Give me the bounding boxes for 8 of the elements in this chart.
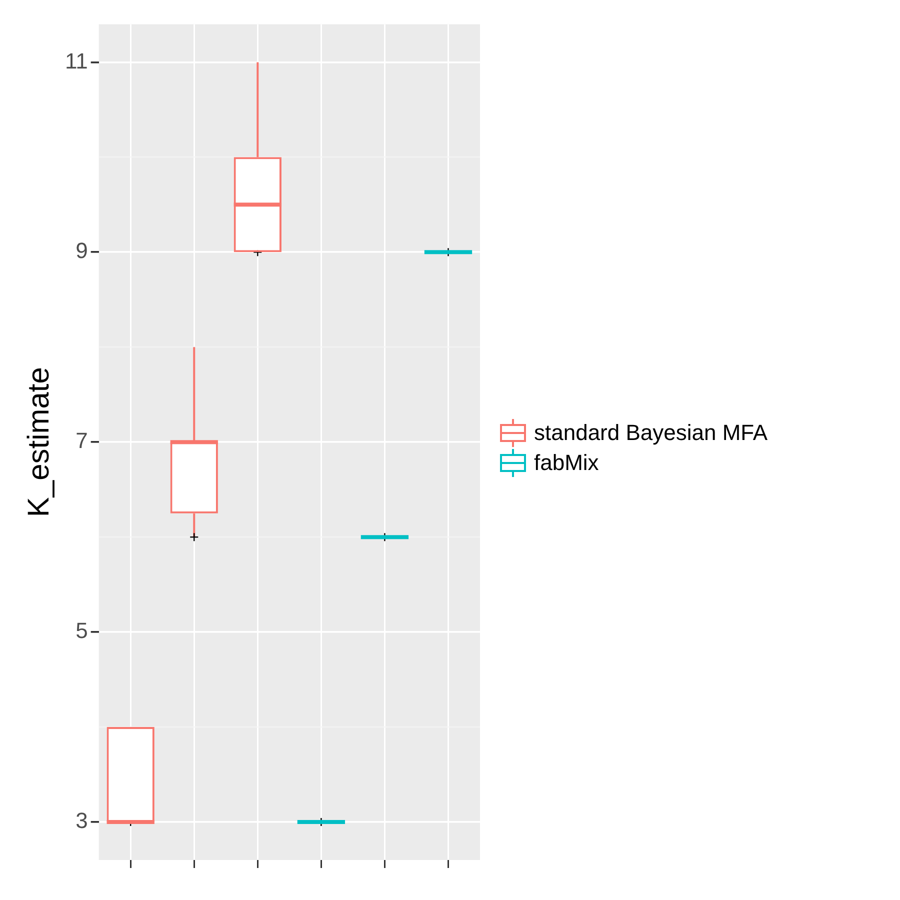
legend-label: standard Bayesian MFA	[534, 420, 768, 446]
y-axis-title: K_estimate	[22, 367, 56, 518]
legend-label: fabMix	[534, 450, 599, 476]
y-tick-label: 5	[76, 618, 88, 644]
y-tick-label: 3	[76, 808, 88, 834]
y-tick-label: 9	[76, 238, 88, 264]
y-tick-label: 11	[64, 48, 88, 74]
y-tick-label: 7	[76, 428, 88, 454]
